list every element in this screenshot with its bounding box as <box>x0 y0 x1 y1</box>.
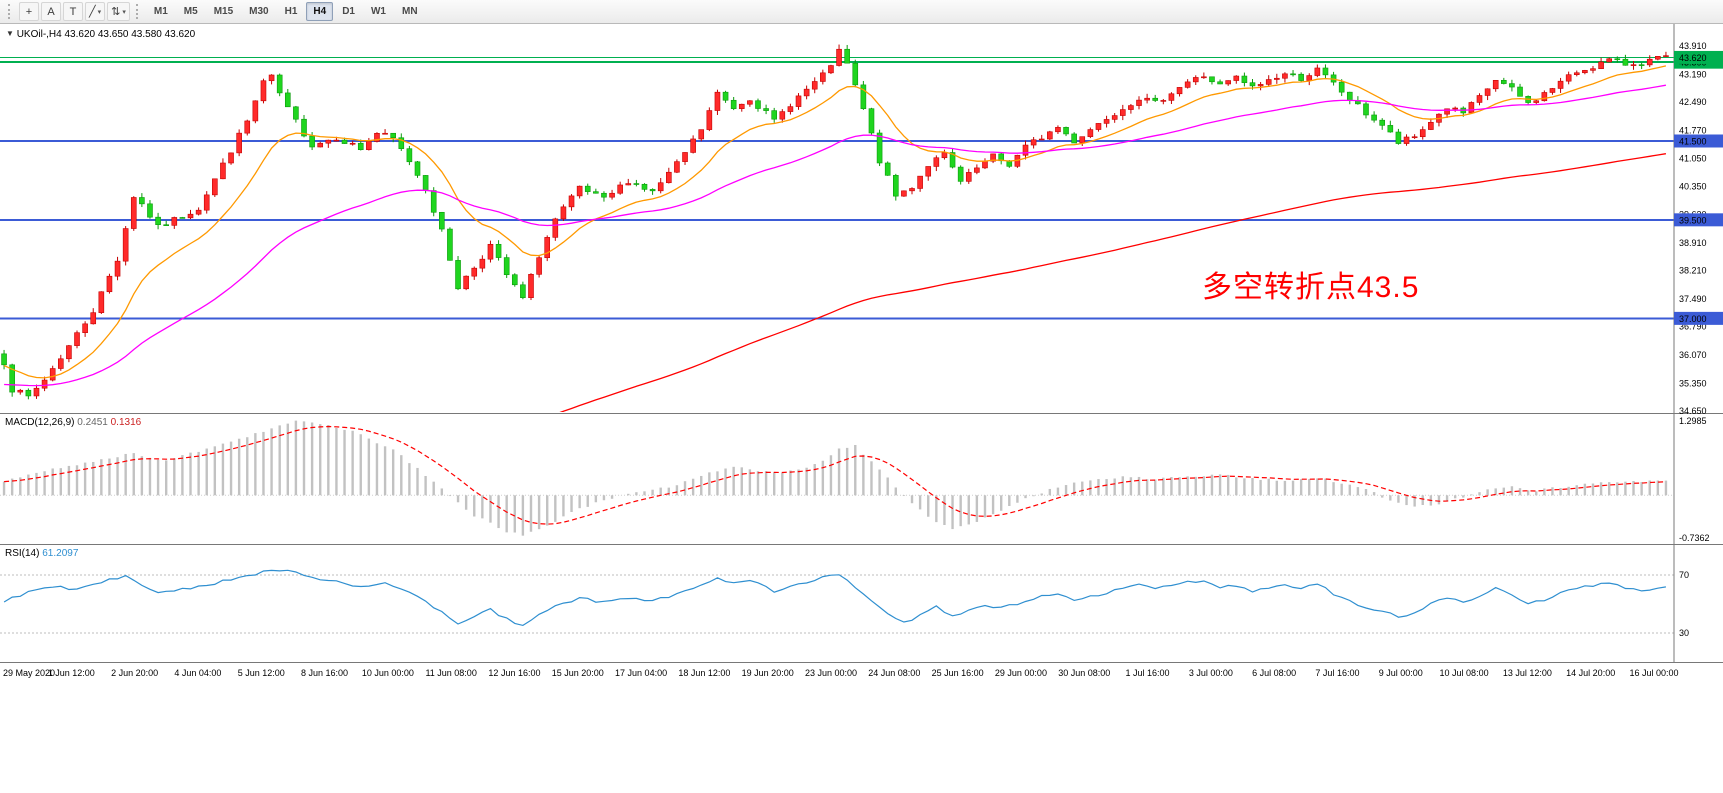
time-tick-label: 23 Jun 00:00 <box>804 668 858 678</box>
price-line-axis-label: 37.000 <box>1679 314 1707 324</box>
symbol-period-label: UKOil-,H4 <box>16 29 62 40</box>
price-line-axis-label: 41.500 <box>1679 136 1707 146</box>
time-tick-label: 29 Jun 00:00 <box>994 668 1047 678</box>
price-line-axis-label: 39.500 <box>1679 215 1707 225</box>
macd-panel[interactable]: 1.2985 -0.7362 <box>0 414 1723 545</box>
price-tick-label: 42.490 <box>1679 97 1707 107</box>
time-tick-label: 8 Jun 16:00 <box>301 668 349 678</box>
macd-signal-value: 0.1316 <box>110 417 142 428</box>
time-tick-label: 13 Jul 12:00 <box>1502 668 1552 678</box>
rsi-panel[interactable]: 70 30 <box>0 545 1723 663</box>
time-tick-label: 6 Jul 08:00 <box>1252 668 1297 678</box>
macd-indicator-label: MACD(12,26,9) 0.2451 0.1316 <box>5 417 141 428</box>
ma-mid-magenta-line[interactable] <box>4 84 1667 387</box>
time-tick-label: 5 Jun 12:00 <box>237 668 285 678</box>
macd-axis-label: 1.2985 <box>1679 416 1707 426</box>
time-tick-label: 30 Jun 08:00 <box>1058 668 1111 678</box>
timeframe-d1-button[interactable]: D1 <box>342 6 355 17</box>
main-plot-area[interactable] <box>0 44 1674 414</box>
time-tick-label: 3 Jul 00:00 <box>1188 668 1233 678</box>
time-tick-label: 18 Jun 12:00 <box>678 668 731 678</box>
crosshair-icon[interactable]: + <box>19 2 39 21</box>
rsi-indicator-label: RSI(14) 61.2097 <box>5 548 78 559</box>
price-tick-label: 36.790 <box>1679 322 1707 332</box>
rsi-level-label: 70 <box>1679 570 1689 580</box>
line-studies-toolbar: + A T ╱ ▾ ⇅ ▾ <box>18 2 131 21</box>
macd-signal-line <box>4 425 1666 525</box>
timeframe-m5-button[interactable]: M5 <box>183 6 198 17</box>
time-tick-label: 1 Jun 12:00 <box>47 668 95 678</box>
rsi-level-label: 30 <box>1679 628 1689 638</box>
price-tick-label: 43.910 <box>1679 41 1707 51</box>
timeframe-m1-button[interactable]: M1 <box>153 6 168 17</box>
line-tools-dropdown-icon[interactable]: ╱ ▾ <box>85 2 106 21</box>
timeframe-m15-button[interactable]: M15 <box>213 6 234 17</box>
timeframe-h1-button[interactable]: H1 <box>284 6 298 17</box>
price-tick-label: 43.190 <box>1679 69 1707 79</box>
rsi-value: 61.2097 <box>42 548 79 559</box>
time-tick-label: 2 Jun 20:00 <box>111 668 159 678</box>
price-tick-label: 40.350 <box>1679 181 1707 191</box>
time-tick-label: 24 Jun 08:00 <box>868 668 921 678</box>
timeframe-mn-button[interactable]: MN <box>401 6 418 17</box>
ma-fast-orange-line[interactable] <box>3 65 1667 379</box>
price-tick-label: 38.910 <box>1679 238 1707 248</box>
macd-main-value: 0.2451 <box>77 417 108 428</box>
top-toolbar: + A T ╱ ▾ ⇅ ▾ M1 M5 M15 M30 H1 H4 D1 W1 MN <box>0 0 1723 24</box>
price-line-axis-label: 43.620 <box>1679 53 1707 63</box>
main-chart-panel[interactable]: 43.91043.19042.49041.77041.05040.35039.6… <box>0 24 1723 414</box>
candlestick-series <box>1 44 1669 400</box>
price-tick-label: 41.770 <box>1679 125 1707 135</box>
price-tick-label: 34.650 <box>1679 406 1707 414</box>
timeframe-m30-button[interactable]: M30 <box>249 6 269 17</box>
time-tick-label: 12 Jun 16:00 <box>488 668 541 678</box>
price-tick-label: 37.490 <box>1679 294 1707 304</box>
macd-histogram <box>2 420 1668 536</box>
macd-axis-label: -0.7362 <box>1679 533 1710 543</box>
time-tick-label: 4 Jun 04:00 <box>174 668 222 678</box>
text-tool-icon[interactable]: A <box>41 2 61 21</box>
time-axis[interactable]: 29 May 2020 1 Jun 12:00 2 Jun 20:00 4 Jun 0… <box>0 663 1723 687</box>
toolbar-grip[interactable] <box>8 4 13 19</box>
timeframe-w1-button[interactable]: W1 <box>370 6 386 17</box>
text-label-tool-icon[interactable]: T <box>63 2 83 21</box>
price-tick-label: 38.210 <box>1679 266 1707 276</box>
toolbar-grip[interactable] <box>135 4 141 19</box>
time-tick-label: 11 Jun 08:00 <box>425 668 477 678</box>
time-tick-label: 10 Jun 00:00 <box>361 668 414 678</box>
ma-slow-red-line[interactable] <box>4 153 1667 414</box>
time-tick-label: 1 Jul 16:00 <box>1125 668 1170 678</box>
price-tick-label: 36.070 <box>1679 350 1707 360</box>
timeframe-h4-button[interactable]: H4 <box>306 2 334 21</box>
macd-name: MACD(12,26,9) <box>5 417 75 428</box>
arrow-tools-dropdown-icon[interactable]: ⇅ ▾ <box>107 2 130 21</box>
time-tick-label: 7 Jul 16:00 <box>1315 668 1360 678</box>
time-tick-label: 14 Jul 20:00 <box>1566 668 1616 678</box>
time-tick-label: 17 Jun 04:00 <box>615 668 668 678</box>
ohlc-values: 43.620 43.650 43.580 43.620 <box>64 29 196 40</box>
time-tick-label: 19 Jun 20:00 <box>741 668 794 678</box>
time-tick-label: 10 Jul 08:00 <box>1439 668 1489 678</box>
time-tick-label: 25 Jun 16:00 <box>931 668 984 678</box>
price-tick-label: 35.350 <box>1679 378 1707 388</box>
rsi-name: RSI(14) <box>5 548 40 559</box>
time-tick-label: 16 Jul 00:00 <box>1629 668 1679 678</box>
price-tick-label: 41.050 <box>1679 154 1707 164</box>
annotation-text[interactable]: 多空转折点43.5 <box>1202 271 1420 304</box>
time-tick-label: 29 May 2020 <box>3 668 56 678</box>
time-tick-label: 9 Jul 00:00 <box>1378 668 1423 678</box>
timeframes-toolbar: M1 M5 M15 M30 H1 H4 D1 W1 MN <box>146 2 426 21</box>
chart-title: ▼ UKOil-,H4 43.620 43.650 43.580 43.620 <box>6 29 195 40</box>
rsi-line <box>3 569 1666 627</box>
one-click-trading-toggle[interactable]: ▼ <box>6 29 14 38</box>
time-tick-label: 15 Jun 20:00 <box>551 668 604 678</box>
